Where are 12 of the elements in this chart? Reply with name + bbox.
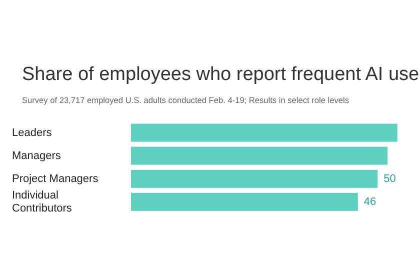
chart-title: Share of employees who report frequent AI use: [22, 64, 420, 86]
data-label: 50: [384, 172, 396, 185]
chart-subtitle: Survey of 23,717 employed U.S. adults conducted Feb. 4-19; Results in select role levels: [22, 95, 349, 105]
y-tick-label: Managers: [12, 150, 62, 162]
y-tick-label: Individual Contributors: [12, 189, 72, 215]
bar: [131, 170, 378, 188]
bar: [131, 146, 388, 165]
bar: [131, 124, 398, 142]
data-label: 46: [364, 196, 376, 208]
y-tick-label: Leaders: [12, 126, 52, 139]
bar: [131, 192, 358, 211]
y-tick-label: Project Managers: [12, 172, 99, 185]
